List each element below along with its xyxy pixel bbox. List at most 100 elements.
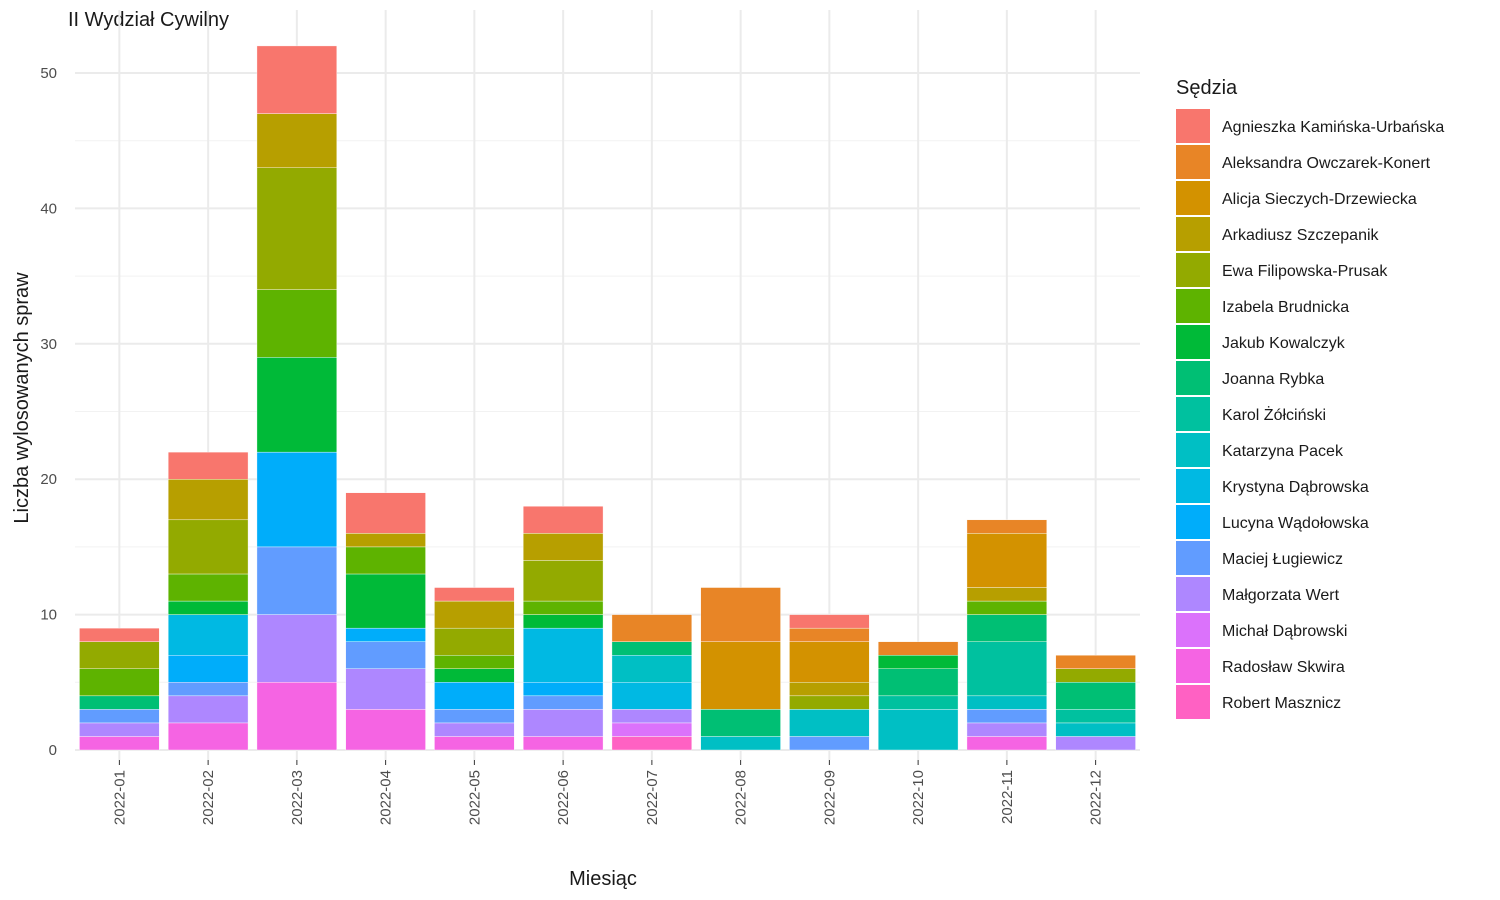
bar-segment — [611, 641, 693, 656]
legend-key — [1176, 181, 1210, 215]
legend-label: Krystyna Dąbrowska — [1222, 479, 1369, 496]
bar-segment — [167, 479, 249, 521]
bar-segment — [434, 668, 515, 683]
legend-key — [1176, 505, 1210, 539]
legend-key — [1176, 577, 1210, 611]
legend-label: Aleksandra Owczarek-Konert — [1222, 155, 1431, 172]
bar-segment — [256, 167, 338, 290]
bar-segment — [522, 627, 604, 683]
legend-label: Katarzyna Pacek — [1222, 443, 1344, 460]
bar-segment — [522, 682, 604, 697]
x-tick-label: 2022-11 — [999, 770, 1016, 824]
bar-segment — [611, 614, 693, 642]
legend-key — [1176, 433, 1210, 467]
bar-segment — [167, 451, 249, 480]
bar-segment — [345, 627, 426, 642]
legend-title: Sędzia — [1176, 77, 1238, 99]
bar-segment — [522, 614, 604, 629]
legend-label: Radosław Skwira — [1222, 659, 1345, 676]
bar-segment — [256, 289, 338, 358]
y-axis-title: Liczba wylosowanych spraw — [11, 272, 33, 524]
bar-segment — [434, 722, 515, 737]
bar-segment — [79, 641, 160, 669]
legend-key — [1176, 613, 1210, 647]
y-tick-label: 20 — [40, 471, 57, 488]
bar-segment — [877, 668, 959, 697]
bar-segment — [79, 695, 160, 710]
y-tick-label: 50 — [40, 65, 57, 82]
bar-segment — [345, 492, 426, 534]
bar-segment — [966, 519, 1048, 534]
bar-segment — [256, 614, 338, 683]
bar-segment — [256, 357, 338, 453]
y-tick-label: 0 — [49, 742, 57, 759]
bar-segment — [434, 736, 515, 751]
bar-segment — [966, 641, 1048, 697]
bar-segment — [345, 546, 426, 575]
bar-segment — [966, 709, 1048, 724]
legend-label: Ewa Filipowska-Prusak — [1222, 263, 1388, 280]
legend-label: Lucyna Wądołowska — [1222, 515, 1369, 532]
x-tick-label: 2022-07 — [644, 770, 661, 825]
bar-segment — [611, 655, 693, 683]
legend-key — [1176, 325, 1210, 359]
chart-title: II Wydział Cywilny — [68, 9, 229, 31]
bar-segment — [167, 614, 249, 656]
bar-segment — [877, 655, 959, 669]
x-axis-ticks: 2022-01 2022-02 2022-03 2022-04 2022-05 2022-… — [111, 760, 1105, 825]
bar-segment — [434, 709, 515, 724]
legend-key — [1176, 109, 1210, 143]
bar-segment — [966, 614, 1048, 642]
bar-segment — [79, 668, 160, 697]
bar-segment — [877, 641, 959, 656]
x-tick-label: 2022-02 — [200, 770, 217, 825]
bar-segment — [79, 627, 160, 642]
bar-segment — [789, 627, 870, 642]
bar-segment — [877, 695, 959, 710]
x-tick-label: 2022-06 — [555, 770, 572, 825]
y-tick-label: 40 — [40, 200, 57, 217]
bar-segment — [1055, 682, 1136, 710]
legend-key — [1176, 469, 1210, 503]
x-tick-label: 2022-01 — [111, 770, 128, 825]
x-tick-label: 2022-04 — [378, 770, 395, 825]
x-tick-label: 2022-05 — [466, 770, 483, 825]
bar-segment — [256, 546, 338, 615]
bar-segment — [611, 709, 693, 724]
bar-segment — [611, 682, 693, 710]
legend-key — [1176, 541, 1210, 575]
bar-segment — [789, 709, 870, 737]
legend-key — [1176, 289, 1210, 323]
legend-label: Michał Dąbrowski — [1222, 623, 1347, 640]
x-tick-label: 2022-03 — [289, 770, 306, 825]
bar-segment — [522, 736, 604, 751]
bar-segment — [1055, 736, 1136, 751]
legend-label: Małgorzata Wert — [1222, 587, 1340, 604]
legend-key — [1176, 217, 1210, 251]
bar-segment — [1055, 668, 1136, 683]
bar-segment — [700, 736, 781, 751]
bar-segment — [167, 722, 249, 751]
bar-segment — [79, 709, 160, 724]
bar-segment — [522, 506, 604, 534]
bar-segment — [345, 709, 426, 751]
bar-segment — [522, 533, 604, 561]
bar-segment — [966, 587, 1048, 602]
bar-segment — [966, 722, 1048, 737]
bar-segment — [79, 722, 160, 737]
bar-segment — [167, 695, 249, 724]
bar-segment — [434, 600, 515, 629]
legend-label: Joanna Rybka — [1222, 371, 1324, 388]
bar-segment — [256, 113, 338, 168]
legend-label: Alicja Sieczych-Drzewiecka — [1222, 191, 1417, 208]
bar-segment — [256, 682, 338, 751]
bar-segment — [966, 533, 1048, 588]
legend-label: Izabela Brudnicka — [1222, 299, 1349, 316]
y-tick-label: 30 — [40, 336, 57, 353]
bar-segment — [434, 655, 515, 669]
legend: Sędzia Agnieszka Kamińska-Urbańska Aleksa… — [1176, 77, 1444, 719]
bar-segment — [700, 709, 781, 737]
bar-segment — [1055, 655, 1136, 669]
y-axis-ticks: 0 10 20 30 40 50 — [40, 65, 57, 759]
legend-label: Agnieszka Kamińska-Urbańska — [1222, 119, 1444, 136]
